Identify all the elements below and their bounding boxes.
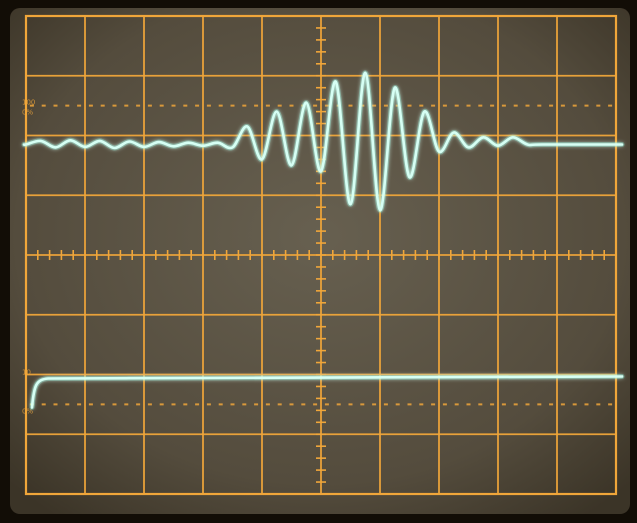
channel-marker-label: 100 <box>22 99 35 107</box>
channel-markers: 100 0% 10 0% <box>22 99 35 416</box>
graticule <box>24 14 618 496</box>
channel-marker-label: 10 <box>22 369 31 377</box>
screen-area <box>10 8 630 514</box>
upper-trace <box>22 71 624 212</box>
channel-marker-label: 0% <box>22 109 33 117</box>
traces <box>21 70 625 410</box>
lower-trace <box>30 375 624 409</box>
channel-marker-label: 0% <box>22 407 33 415</box>
